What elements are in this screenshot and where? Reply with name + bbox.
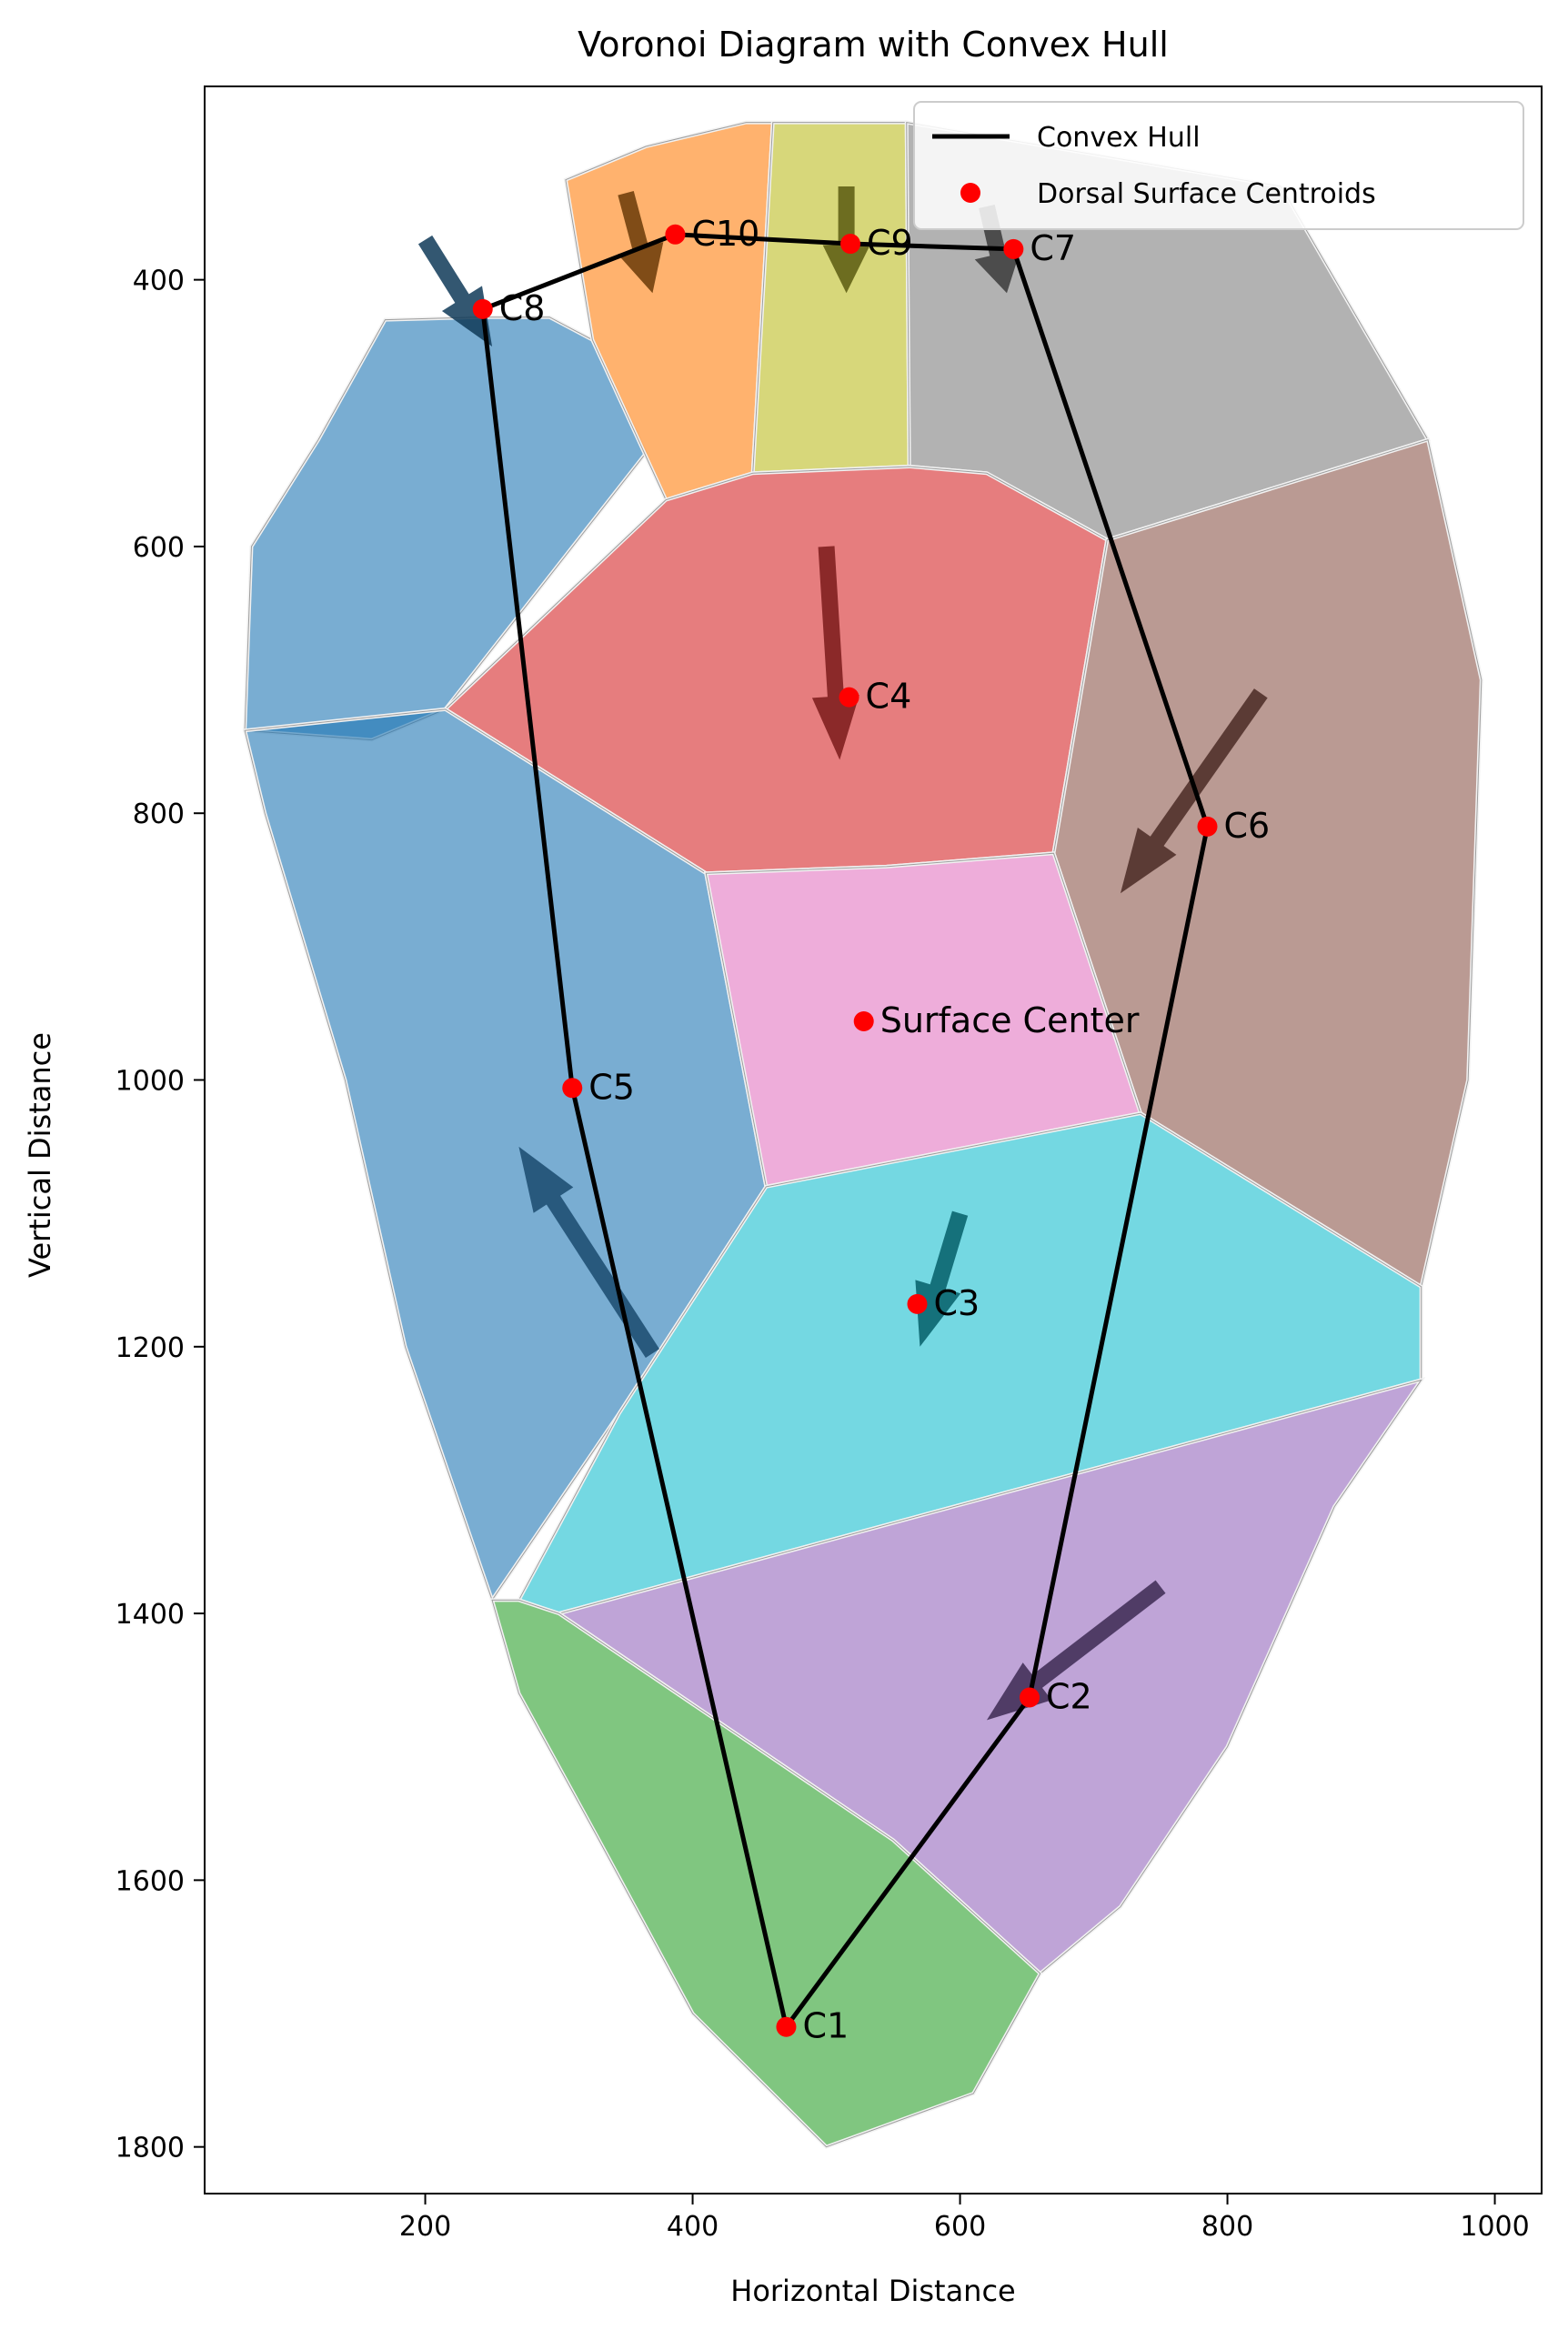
- direction-arrow-7: [618, 190, 664, 294]
- centroid-points: C1 C2 C3 C4 C5 C6 C7 C8 C9 C10 Surface Center: [472, 214, 1271, 2046]
- y-tick-label-7: 1600: [116, 1865, 185, 1897]
- x-axis-label: Horizontal Distance: [730, 2274, 1015, 2308]
- y-tick-label-1: 400: [133, 266, 185, 297]
- y-tick-label-2: 600: [133, 532, 185, 564]
- voronoi-region-outline-8: [705, 852, 1141, 1188]
- y-tick-label-6: 1400: [116, 1599, 185, 1631]
- centroid-point-2: [1019, 1687, 1040, 1708]
- centroid-point-7: [1003, 238, 1024, 259]
- centroid-label-6: C6: [1224, 806, 1271, 846]
- y-tick-label-5: 1200: [116, 1332, 185, 1364]
- centroid-label-11: Surface Center: [880, 1000, 1140, 1040]
- centroid-label-8: C8: [499, 288, 546, 328]
- x-tick-label-1: 200: [399, 2211, 451, 2243]
- y-tick-label-3: 800: [133, 798, 185, 830]
- centroid-point-10: [665, 224, 686, 245]
- centroid-point-3: [907, 1293, 928, 1314]
- y-axis-label: Vertical Distance: [23, 1032, 57, 1278]
- centroid-point-1: [776, 2016, 797, 2037]
- y-tick-label-4: 1000: [116, 1066, 185, 1098]
- voronoi-region-8: [703, 851, 1143, 1190]
- voronoi-region-outline-11: [491, 1599, 1041, 2148]
- centroid-point-9: [840, 234, 861, 255]
- voronoi-region-3: [750, 120, 911, 476]
- direction-arrow-6: [417, 235, 493, 346]
- centroid-label-7: C7: [1030, 228, 1076, 268]
- axis-ticks: 200 400 600 800 1000 400 600 800 1000 1200 1400 160…: [116, 266, 1530, 2243]
- plot-frame: [204, 85, 1543, 2194]
- centroid-point-6: [1197, 816, 1218, 837]
- voronoi-region-outline-7: [244, 708, 767, 1602]
- centroid-label-5: C5: [588, 1067, 635, 1107]
- centroid-label-4: C4: [866, 677, 912, 717]
- centroid-label-3: C3: [934, 1283, 980, 1323]
- legend-hull-label: Convex Hull: [1037, 122, 1201, 154]
- centroid-label-1: C1: [802, 2006, 849, 2046]
- y-tick-label-8: 1800: [116, 2133, 185, 2164]
- voronoi-region-7: [242, 707, 769, 1604]
- x-tick-label-4: 800: [1201, 2211, 1253, 2243]
- centroid-label-10: C10: [691, 214, 759, 254]
- legend: Convex Hull Dorsal Surface Centroids: [913, 101, 1524, 230]
- direction-arrow-1: [518, 1146, 660, 1359]
- centroid-label-9: C9: [867, 223, 913, 263]
- centroid-point-11: [853, 1010, 874, 1031]
- x-tick-label-2: 400: [667, 2211, 719, 2243]
- chart-title: Voronoi Diagram with Convex Hull: [578, 25, 1169, 65]
- centroid-point-5: [562, 1078, 583, 1099]
- centroid-point-8: [472, 298, 493, 319]
- legend-centroid-swatch: [960, 183, 980, 203]
- voronoi-region-11: [489, 1598, 1043, 2149]
- x-tick-label-5: 1000: [1460, 2211, 1529, 2243]
- legend-centroid-label: Dorsal Surface Centroids: [1037, 178, 1376, 210]
- centroid-point-4: [839, 687, 859, 708]
- x-tick-label-3: 600: [934, 2211, 986, 2243]
- legend-box: [913, 101, 1524, 230]
- centroid-label-2: C2: [1046, 1676, 1092, 1716]
- direction-arrow-4: [915, 1210, 969, 1347]
